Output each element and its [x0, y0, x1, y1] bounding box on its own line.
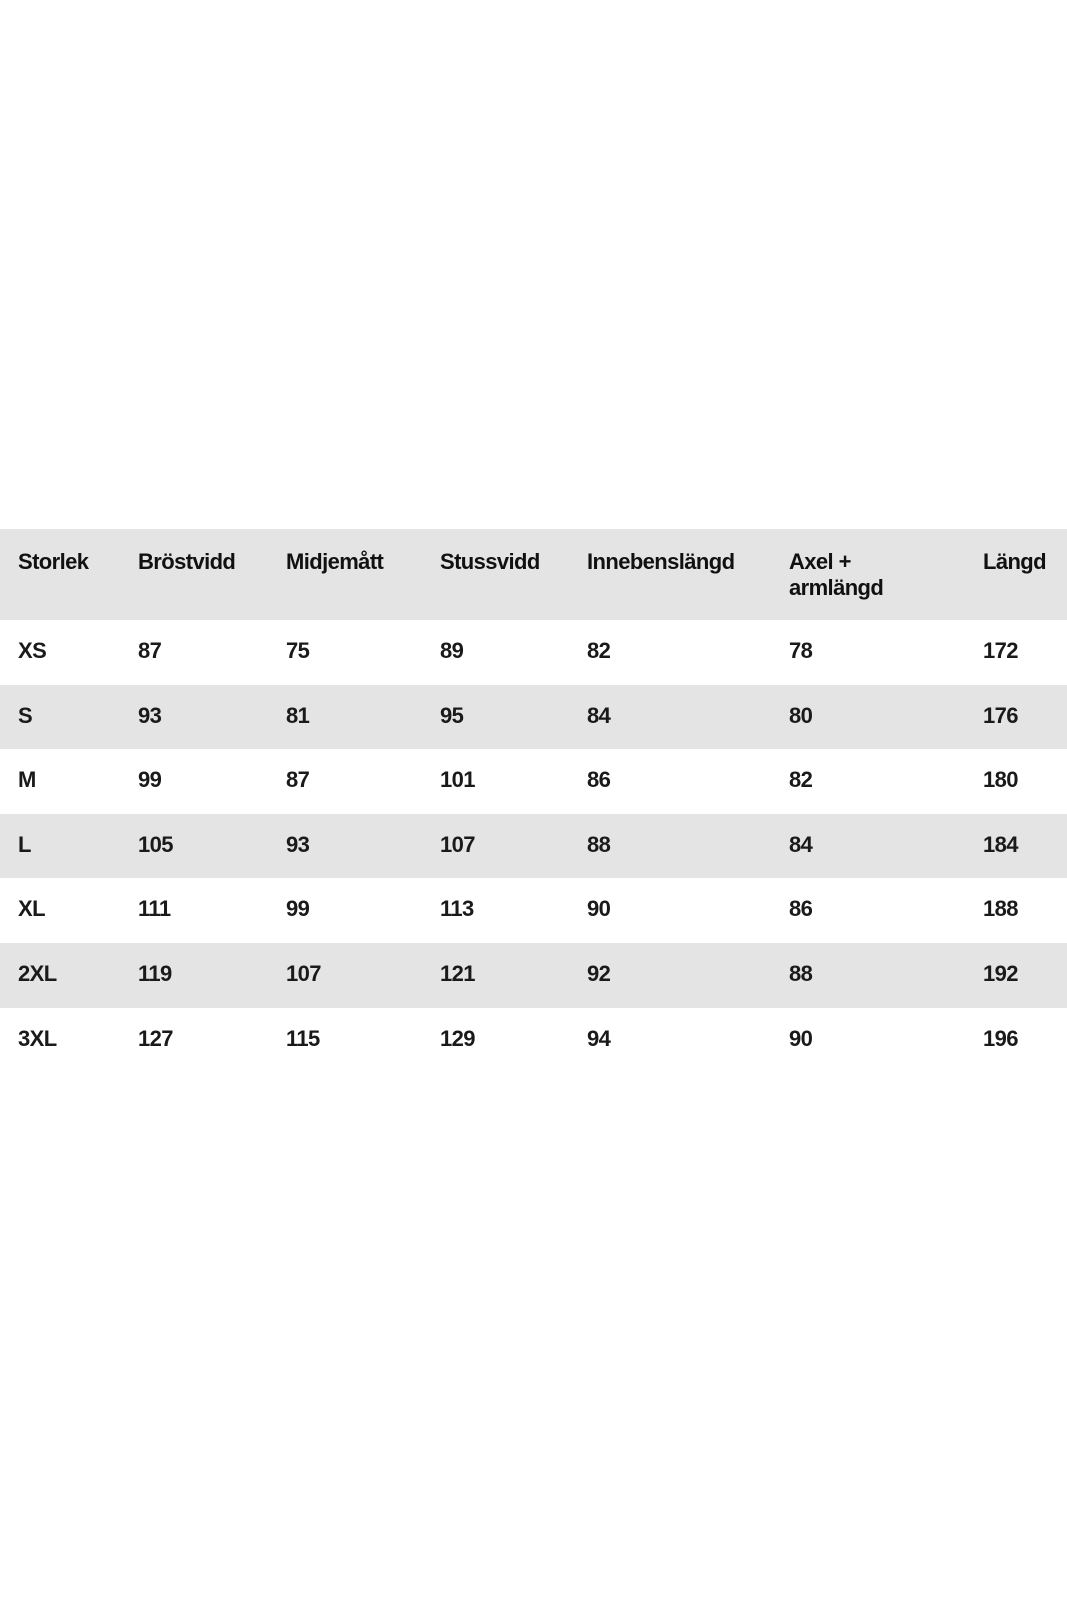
- measurement-cell: 180: [983, 767, 1019, 793]
- measurement-cell: 86: [789, 896, 813, 922]
- table-row: S 93 81 95 84 80 176: [0, 684, 1067, 750]
- table-row: XL 111 99 113 90 86 188: [0, 878, 1067, 943]
- table-row: 2XL 119 107 121 92 88 192: [0, 942, 1067, 1008]
- measurement-cell: 87: [138, 638, 162, 663]
- size-label: 2XL: [18, 960, 57, 986]
- measurement-cell: 84: [789, 831, 813, 857]
- measurement-cell: 94: [587, 1025, 611, 1051]
- column-header: Midjemått: [286, 549, 384, 574]
- measurement-cell: 84: [587, 702, 611, 728]
- column-header: Axel + armlängd: [789, 549, 884, 600]
- measurement-cell: 127: [138, 1025, 174, 1051]
- measurement-cell: 89: [440, 638, 464, 663]
- measurement-cell: 188: [983, 896, 1019, 922]
- measurement-cell: 92: [587, 960, 611, 986]
- column-header: Stussvidd: [440, 549, 540, 574]
- measurement-cell: 107: [286, 960, 322, 986]
- measurement-cell: 115: [286, 1025, 320, 1051]
- table-row: XS 87 75 89 82 78 172: [0, 620, 1067, 685]
- measurement-cell: 75: [286, 638, 310, 663]
- measurement-cell: 87: [286, 767, 310, 793]
- measurement-cell: 121: [440, 960, 476, 986]
- size-label: L: [18, 831, 31, 857]
- measurement-cell: 90: [587, 896, 611, 922]
- table-row: M 99 87 101 86 82 180: [0, 749, 1067, 814]
- column-header: Längd: [983, 549, 1047, 574]
- size-label: XL: [18, 896, 46, 922]
- measurement-cell: 86: [587, 767, 611, 793]
- measurement-cell: 101: [440, 767, 476, 793]
- measurement-cell: 82: [587, 638, 611, 663]
- size-chart-table: Storlek Bröstvidd Midjemått Stussvidd Innebe…: [0, 529, 1067, 1072]
- measurement-cell: 129: [440, 1025, 476, 1051]
- measurement-cell: 93: [138, 702, 162, 728]
- measurement-cell: 90: [789, 1025, 813, 1051]
- measurement-cell: 99: [138, 767, 162, 793]
- measurement-cell: 81: [286, 702, 310, 728]
- measurement-cell: 192: [983, 960, 1019, 986]
- measurement-cell: 107: [440, 831, 476, 857]
- measurement-cell: 99: [286, 896, 310, 922]
- measurement-cell: 184: [983, 831, 1019, 857]
- measurement-cell: 105: [138, 831, 174, 857]
- measurement-cell: 196: [983, 1025, 1019, 1051]
- table-body: XS 87 75 89 82 78 172 S 93 81 95 84 80 176 M 99 87 101 86 8…: [0, 620, 1067, 1072]
- measurement-cell: 78: [789, 638, 813, 663]
- measurement-cell: 95: [440, 702, 464, 728]
- measurement-cell: 113: [440, 896, 474, 922]
- size-label: M: [18, 767, 36, 793]
- size-label: S: [18, 702, 33, 728]
- table-row: L 105 93 107 88 84 184: [0, 813, 1067, 879]
- column-header: Innebenslängd: [587, 549, 735, 574]
- table-row: 3XL 127 115 129 94 90 196: [0, 1008, 1067, 1073]
- measurement-cell: 88: [789, 960, 813, 986]
- size-label: 3XL: [18, 1025, 57, 1051]
- header-row: Storlek Bröstvidd Midjemått Stussvidd Innebe…: [0, 529, 1067, 620]
- measurement-cell: 176: [983, 702, 1019, 728]
- size-label: XS: [18, 638, 47, 663]
- measurement-cell: 119: [138, 960, 172, 986]
- measurement-cell: 88: [587, 831, 611, 857]
- column-header: Bröstvidd: [138, 549, 236, 574]
- measurement-cell: 82: [789, 767, 813, 793]
- measurement-cell: 172: [983, 638, 1019, 663]
- column-header: Storlek: [18, 549, 89, 574]
- measurement-cell: 93: [286, 831, 310, 857]
- measurement-cell: 111: [138, 896, 171, 922]
- measurement-cell: 80: [789, 702, 813, 728]
